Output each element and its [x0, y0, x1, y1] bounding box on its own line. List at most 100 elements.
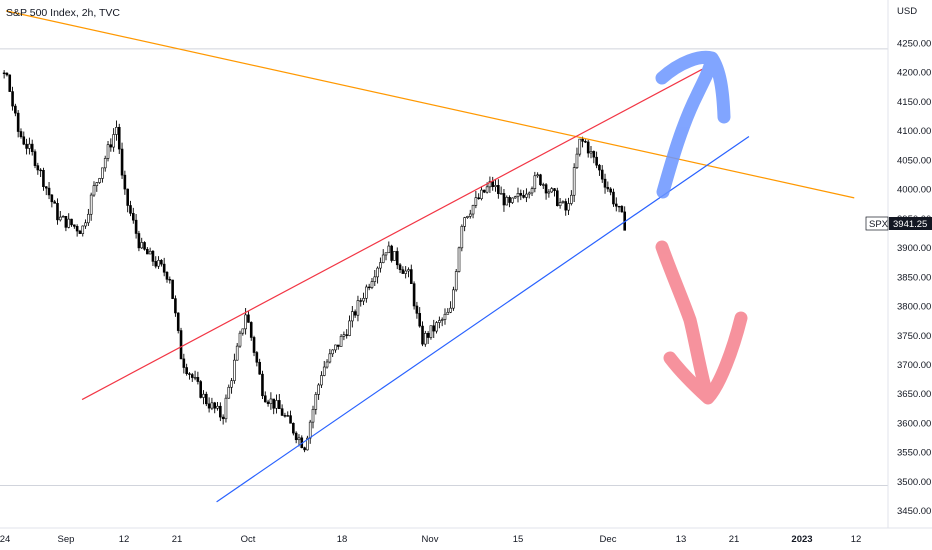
candle-body: [381, 254, 385, 263]
candle-body: [92, 185, 96, 196]
candle-body: [120, 148, 124, 176]
candle-body: [452, 289, 455, 309]
candle-body: [67, 218, 71, 228]
candle-body: [505, 197, 509, 206]
candle-body: [171, 279, 174, 299]
candle-body: [103, 158, 107, 169]
candle-body: [620, 206, 624, 213]
candle-body: [36, 165, 40, 171]
candle-body: [449, 307, 452, 313]
candle-body: [457, 247, 461, 272]
candle-body: [466, 216, 469, 218]
candle-body: [533, 175, 537, 189]
x-tick-label: 2023: [791, 534, 812, 545]
candle-body: [160, 260, 163, 265]
candle-body: [56, 203, 59, 221]
candle-body: [468, 213, 472, 217]
candle-body: [5, 72, 9, 76]
candle-body: [266, 401, 270, 404]
candle-body: [527, 192, 531, 195]
candle-body: [126, 188, 129, 206]
candle-body: [342, 334, 346, 337]
y-tick-label: 4150.00: [897, 97, 931, 108]
candle-body: [22, 136, 26, 145]
candle-body: [75, 226, 79, 232]
candle-body: [480, 189, 483, 199]
candle-body: [390, 245, 393, 261]
candle-body: [306, 437, 309, 451]
x-tick-label: Nov: [422, 534, 439, 545]
x-tick-label: Oct: [241, 534, 256, 545]
x-tick-label: 12: [851, 534, 862, 545]
candle-body: [87, 213, 90, 224]
candle-body: [297, 437, 301, 441]
candle-body: [311, 409, 315, 423]
candle-body: [258, 361, 261, 375]
candle-body: [199, 381, 202, 398]
y-tick-label: 3700.00: [897, 360, 931, 371]
price-tag[interactable]: SPX 3941.25: [865, 216, 932, 231]
down-arrow: [655, 240, 748, 405]
candle-body: [435, 322, 438, 332]
x-tick-label: 13: [676, 534, 687, 545]
candle-body: [137, 233, 141, 249]
y-tick-label: 3550.00: [897, 448, 931, 459]
candle-body: [70, 218, 73, 226]
candle-body: [146, 248, 149, 255]
x-tick-label: 24: [0, 534, 10, 545]
candle-body: [547, 191, 551, 194]
candle-body: [261, 373, 264, 397]
candle-body: [202, 393, 205, 398]
candle-body: [30, 143, 34, 152]
candle-body: [359, 300, 363, 302]
candle-body: [617, 205, 621, 208]
candle-body: [134, 219, 138, 234]
candle-body: [586, 141, 590, 154]
candle-body: [376, 267, 379, 278]
candle-body: [230, 380, 233, 388]
candle-body: [365, 286, 368, 299]
candle-body: [275, 400, 278, 409]
candle-body: [513, 196, 517, 199]
candle-body: [247, 314, 250, 323]
candle-body: [278, 400, 281, 409]
candle-body: [581, 138, 584, 142]
candle-body: [612, 191, 615, 205]
candle-body: [98, 178, 101, 183]
candle-body: [210, 402, 214, 409]
candle-body: [320, 375, 323, 386]
candle-body: [188, 373, 191, 375]
candle-body: [219, 405, 222, 418]
candle-body: [387, 245, 391, 254]
candle-body: [303, 447, 306, 451]
candle-body: [438, 320, 441, 323]
candle-body: [558, 202, 562, 207]
candle-body: [196, 377, 200, 382]
candle-body: [614, 203, 618, 207]
candle-body: [595, 156, 598, 166]
candle-body: [609, 188, 612, 193]
y-tick-label: 3850.00: [897, 272, 931, 283]
candle-body: [418, 313, 422, 327]
candle-body: [53, 201, 56, 204]
candle-body: [95, 182, 99, 186]
candle-body: [485, 186, 489, 193]
candle-body: [508, 197, 511, 203]
candle-body: [84, 222, 87, 227]
candle-body: [432, 325, 436, 332]
candle-body: [33, 151, 37, 166]
candle-body: [539, 174, 542, 186]
candle-body: [179, 330, 183, 360]
candle-body: [544, 184, 548, 194]
candle-body: [131, 213, 135, 221]
candle-body: [292, 422, 295, 434]
candle-body: [221, 416, 225, 420]
candle-body: [78, 230, 82, 234]
candle-body: [19, 131, 23, 138]
candle-body: [351, 311, 354, 322]
candle-body: [471, 205, 475, 215]
candle-body: [148, 250, 152, 255]
y-tick-label: 4000.00: [897, 185, 931, 196]
candle-body: [308, 421, 312, 439]
